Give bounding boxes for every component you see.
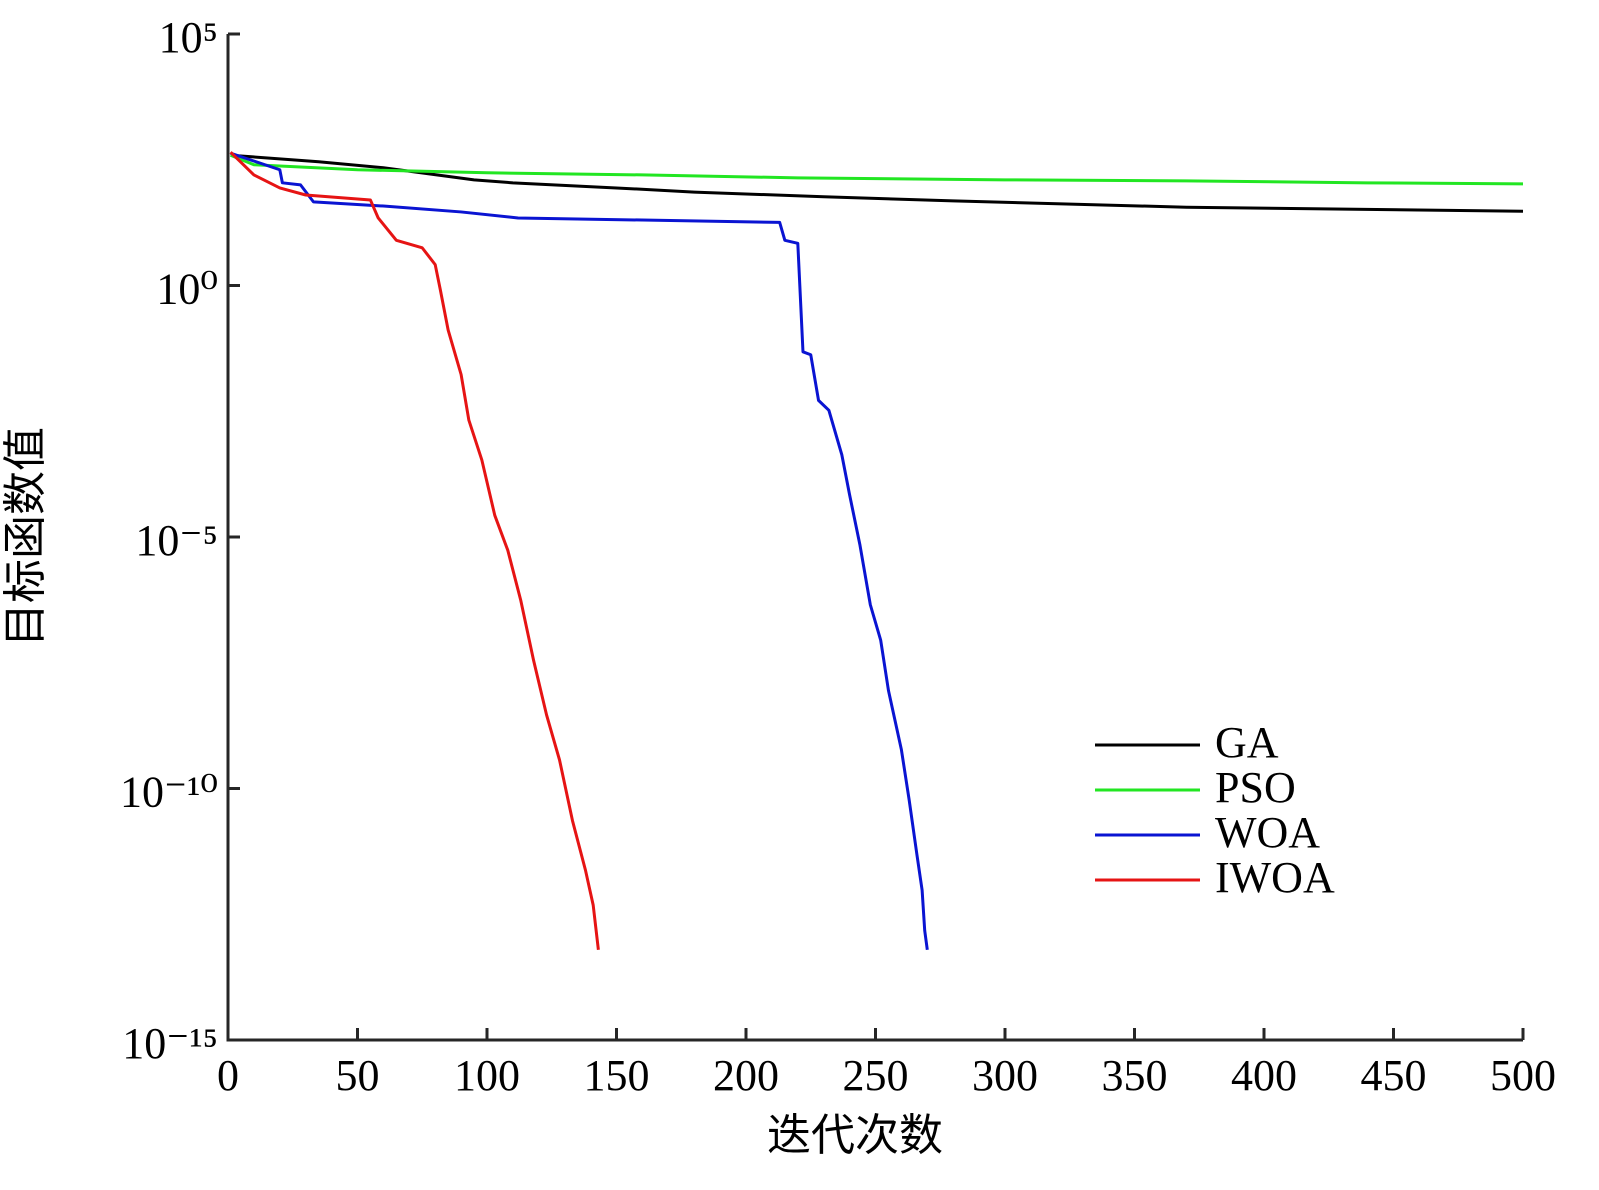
y-tick-label: 10⁻¹⁰ (120, 768, 218, 817)
legend-label: PSO (1215, 763, 1296, 812)
x-tick-label: 400 (1231, 1051, 1297, 1100)
x-tick-label: 250 (843, 1051, 909, 1100)
x-tick-label: 500 (1490, 1051, 1556, 1100)
x-tick-label: 100 (454, 1051, 520, 1100)
x-tick-label: 450 (1361, 1051, 1427, 1100)
legend-label: IWOA (1215, 853, 1335, 902)
x-axis-label: 迭代次数 (767, 1111, 943, 1160)
y-tick-label: 10⁵ (159, 13, 218, 62)
x-tick-label: 50 (336, 1051, 380, 1100)
x-tick-label: 200 (713, 1051, 779, 1100)
x-tick-label: 150 (584, 1051, 650, 1100)
y-tick-label: 10⁻¹⁵ (122, 1019, 218, 1068)
legend-label: WOA (1215, 808, 1320, 857)
legend-label: GA (1215, 718, 1279, 767)
y-axis-label: 目标函数值 (1, 427, 50, 647)
y-tick-label: 10⁻⁵ (135, 516, 218, 565)
x-tick-label: 300 (972, 1051, 1038, 1100)
x-tick-label: 0 (217, 1051, 239, 1100)
line (230, 151, 929, 951)
line (230, 153, 1524, 213)
line (230, 153, 1524, 186)
x-tick-label: 350 (1102, 1051, 1168, 1100)
line (229, 151, 600, 951)
y-tick-label: 10⁰ (156, 265, 218, 314)
